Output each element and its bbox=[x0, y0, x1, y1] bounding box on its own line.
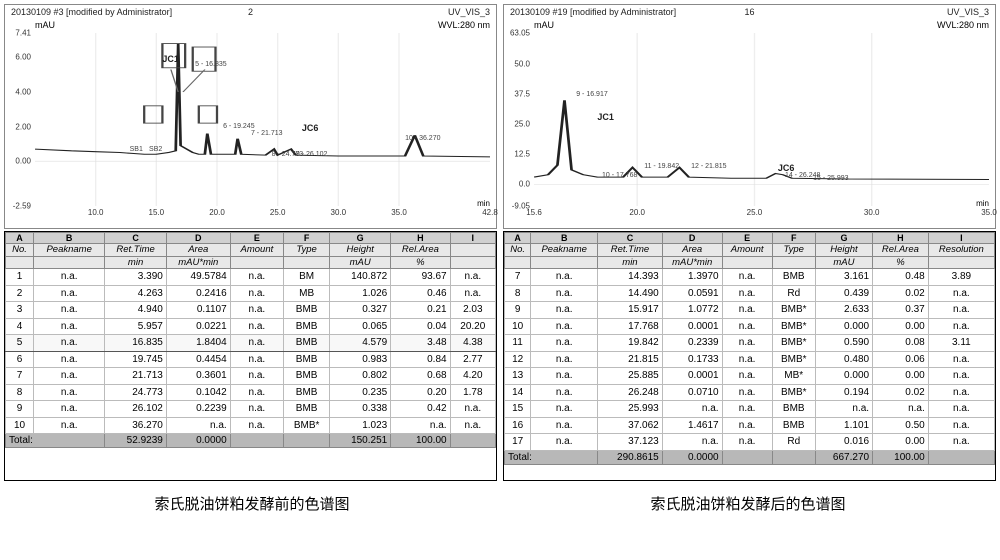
peak-label: SB1 bbox=[130, 146, 143, 153]
wvl-label: WVL:280 nm bbox=[937, 20, 989, 30]
chart-header-right: UV_VIS_3 bbox=[947, 7, 989, 17]
peak-label: 10 - 36.270 bbox=[405, 135, 440, 142]
right-caption: 索氏脱油饼粕发酵后的色谱图 bbox=[500, 493, 996, 514]
left-table: ABCDEFGHINo.PeaknameRet.TimeAreaAmountTy… bbox=[4, 231, 497, 481]
wvl-label: WVL:280 nm bbox=[438, 20, 490, 30]
table-row: 3n.a.4.9400.1107n.a.BMB0.3270.212.03 bbox=[6, 302, 496, 319]
chart-header-mid: 16 bbox=[744, 7, 754, 17]
table-row: 9n.a.26.1020.2239n.a.BMB0.3380.42n.a. bbox=[6, 401, 496, 418]
total-row: Total:290.86150.0000667.270100.00 bbox=[505, 450, 995, 464]
table-row: 16n.a.37.0621.4617n.a.BMB1.1010.50n.a. bbox=[505, 417, 995, 434]
table-row: 10n.a.17.7680.0001n.a.BMB*0.0000.00n.a. bbox=[505, 318, 995, 335]
captions: 索氏脱油饼粕发酵前的色谱图 索氏脱油饼粕发酵后的色谱图 bbox=[4, 493, 996, 514]
peak-label: 5 - 16.835 bbox=[195, 61, 227, 68]
y-unit: mAU bbox=[35, 20, 55, 30]
y-axis-ticks: 7.410.002.004.006.00-2.59 bbox=[5, 33, 33, 206]
table-row: 4n.a.5.9570.0221n.a.BMB0.0650.0420.20 bbox=[6, 318, 496, 335]
left-panel: 20130109 #3 [modified by Administrator] 2… bbox=[4, 4, 497, 481]
total-row: Total:52.92390.0000150.251100.00 bbox=[6, 434, 496, 448]
peak-table: ABCDEFGHINo.PeaknameRet.TimeAreaAmountTy… bbox=[5, 232, 496, 448]
chart-header-left: 20130109 #3 [modified by Administrator] bbox=[11, 7, 172, 17]
right-chromatogram: 20130109 #19 [modified by Administrator]… bbox=[503, 4, 996, 229]
table-row: 13n.a.25.8850.0001n.a.MB*0.0000.00n.a. bbox=[505, 368, 995, 385]
peak-label: JC1 bbox=[162, 54, 179, 64]
chart-header-mid: 2 bbox=[248, 7, 253, 17]
left-chromatogram: 20130109 #3 [modified by Administrator] 2… bbox=[4, 4, 497, 229]
peak-label: 10 - 17.768 bbox=[602, 172, 637, 179]
table-row: 7n.a.14.3931.3970n.a.BMB3.1610.483.89 bbox=[505, 269, 995, 286]
table-row: 7n.a.21.7130.3601n.a.BMB0.8020.684.20 bbox=[6, 368, 496, 385]
peak-label: SB2 bbox=[149, 146, 162, 153]
peak-label: 6 - 19.245 bbox=[223, 123, 255, 130]
table-row: 12n.a.21.8150.1733n.a.BMB*0.4800.06n.a. bbox=[505, 351, 995, 368]
table-row: 17n.a.37.123n.a.n.a.Rd0.0160.00n.a. bbox=[505, 434, 995, 451]
peak-label: JC1 bbox=[597, 112, 614, 122]
peak-label: 9 - 16.917 bbox=[576, 91, 608, 98]
table-row: 14n.a.26.2480.0710n.a.BMB*0.1940.02n.a. bbox=[505, 384, 995, 401]
peak-label: 15 - 25.993 bbox=[813, 175, 848, 182]
right-panel: 20130109 #19 [modified by Administrator]… bbox=[503, 4, 996, 481]
peak-label: 9 - 26.102 bbox=[296, 151, 328, 158]
peak-label: 12 - 21.815 bbox=[691, 163, 726, 170]
panels: 20130109 #3 [modified by Administrator] 2… bbox=[4, 4, 996, 481]
table-row: 6n.a.19.7450.4454n.a.BMB0.9830.842.77 bbox=[6, 351, 496, 368]
peak-label: JC6 bbox=[302, 123, 319, 133]
left-caption: 索氏脱油饼粕发酵前的色谱图 bbox=[4, 493, 500, 514]
table-row: 8n.a.24.7730.1042n.a.BMB0.2350.201.78 bbox=[6, 384, 496, 401]
x-axis-ticks: 15.620.025.030.035.0 bbox=[534, 208, 989, 222]
table-row: 8n.a.14.4900.0591n.a.Rd0.4390.02n.a. bbox=[505, 285, 995, 302]
chart-header-right: UV_VIS_3 bbox=[448, 7, 490, 17]
table-row: 10n.a.36.270n.a.n.a.BMB*1.023n.a.n.a. bbox=[6, 417, 496, 434]
table-row: 2n.a.4.2630.2416n.a.MB1.0260.46n.a. bbox=[6, 285, 496, 302]
peak-label: JC6 bbox=[778, 163, 795, 173]
table-row: 1n.a.3.39049.5784n.a.BM140.87293.67n.a. bbox=[6, 269, 496, 286]
y-unit: mAU bbox=[534, 20, 554, 30]
table-row: 5n.a.16.8351.8404n.a.BMB4.5793.484.38 bbox=[6, 335, 496, 352]
chart-header-left: 20130109 #19 [modified by Administrator] bbox=[510, 7, 676, 17]
table-row: 15n.a.25.993n.a.n.a.BMBn.a.n.a.n.a. bbox=[505, 401, 995, 418]
table-row: 9n.a.15.9171.0772n.a.BMB*2.6330.37n.a. bbox=[505, 302, 995, 319]
peak-label: 11 - 19.842 bbox=[644, 163, 679, 170]
y-axis-ticks: 63.050.012.525.037.550.0-9.05 bbox=[504, 33, 532, 206]
x-axis-ticks: 10.015.020.025.030.035.042.8 bbox=[35, 208, 490, 222]
peak-table: ABCDEFGHINo.PeaknameRet.TimeAreaAmountTy… bbox=[504, 232, 995, 465]
peak-label: 7 - 21.713 bbox=[251, 130, 283, 137]
plot-area bbox=[35, 33, 490, 206]
table-row: 11n.a.19.8420.2339n.a.BMB*0.5900.083.11 bbox=[505, 335, 995, 352]
right-table: ABCDEFGHINo.PeaknameRet.TimeAreaAmountTy… bbox=[503, 231, 996, 481]
